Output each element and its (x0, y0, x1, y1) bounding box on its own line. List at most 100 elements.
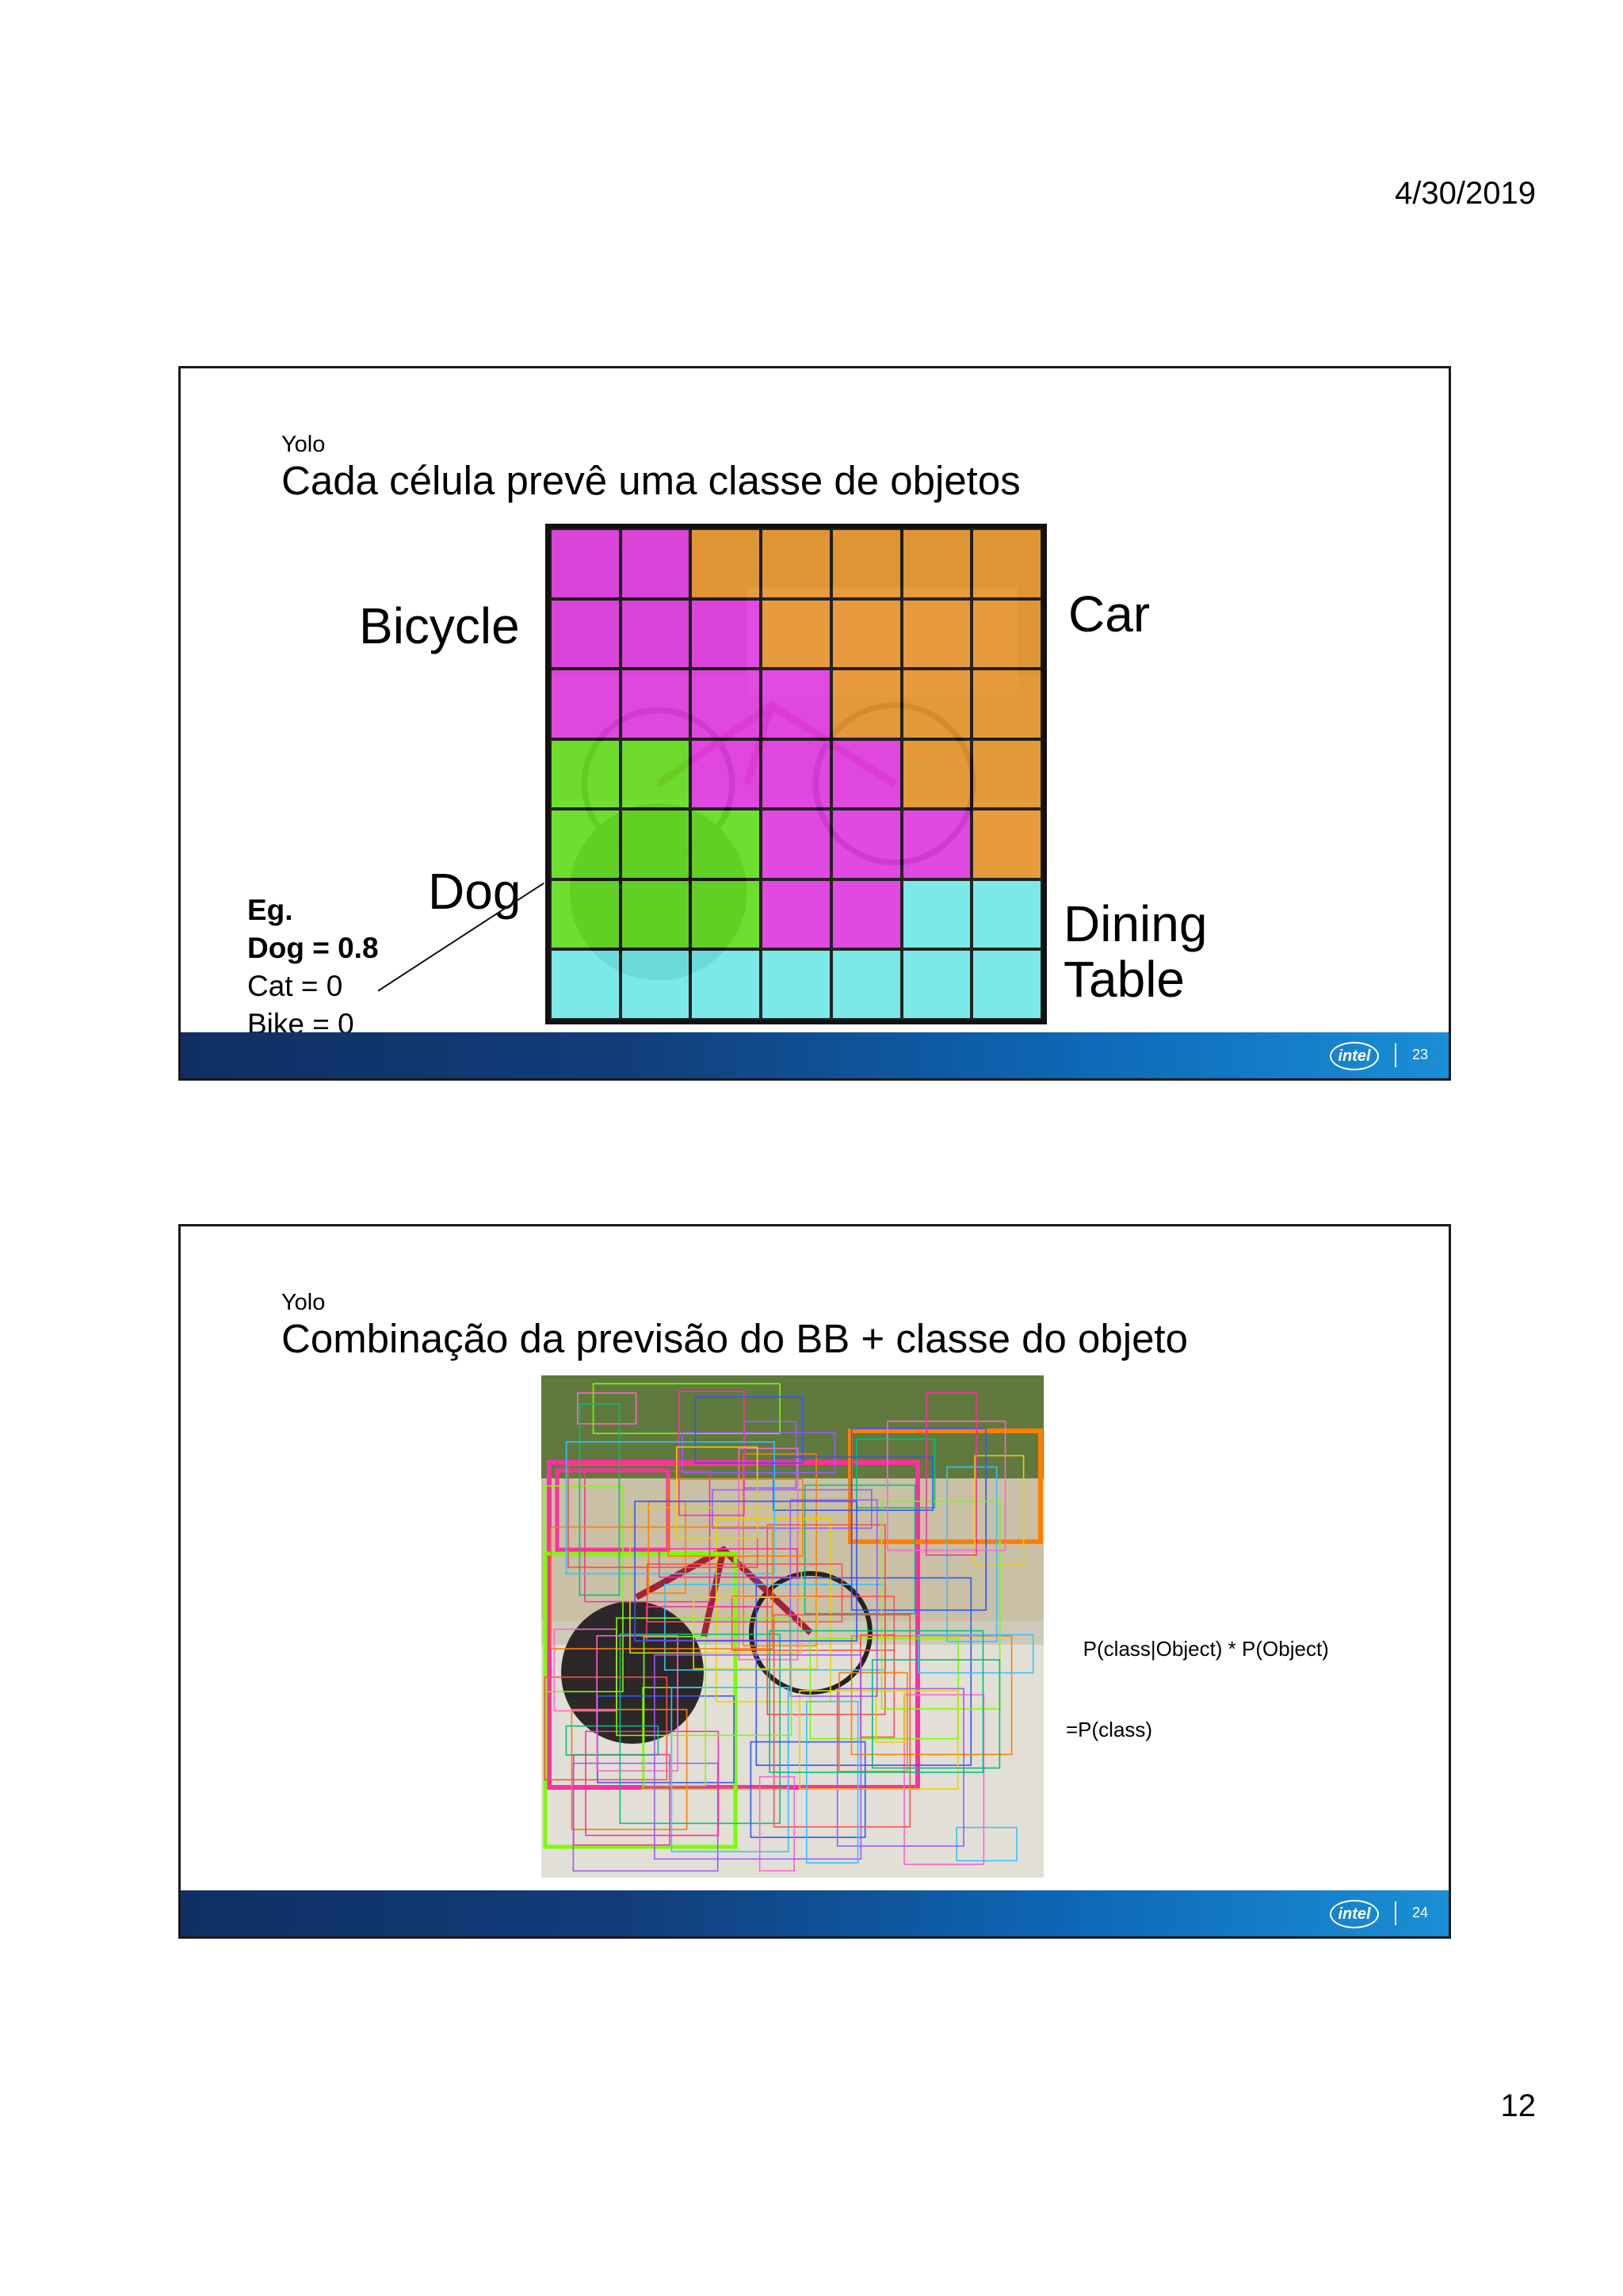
grid-cell-bicycle (901, 809, 972, 879)
bounding-box (758, 1775, 796, 1872)
bounding-box (565, 1725, 659, 1756)
bounding-box (616, 1617, 792, 1737)
grid-cell-dining (901, 949, 972, 1020)
bounding-box (750, 1741, 866, 1838)
bounding-box (766, 1524, 886, 1715)
grid-cell-car (972, 598, 1042, 669)
class-label-dining-table: Dining Table (1064, 896, 1207, 1008)
example-heading: Eg. (247, 894, 293, 926)
grid-cell-dog (690, 809, 762, 879)
bounding-box (789, 1499, 878, 1697)
grid-cell-dining (620, 949, 691, 1020)
bounding-box (836, 1688, 964, 1847)
bounding-box (694, 1396, 804, 1464)
slide-24: Yolo Combinação da previsão do BB + clas… (178, 1224, 1451, 1939)
grid-cell-dog (550, 809, 621, 879)
grid-cell-car (901, 669, 972, 739)
bounding-box (903, 1694, 985, 1866)
class-label-dining-line1: Dining (1064, 895, 1208, 952)
bounding-box (678, 1390, 745, 1516)
bounding-box (887, 1421, 1006, 1551)
example-probabilities: Eg. Dog = 0.8 Cat = 0 Bike = 0 (247, 891, 379, 1043)
bounding-box (579, 1403, 621, 1596)
bounding-box (805, 1700, 859, 1864)
bounding-box (543, 1485, 624, 1692)
bounding-box (693, 1596, 818, 1670)
grid-cell-car (831, 598, 902, 669)
bounding-box (880, 1501, 1001, 1710)
grid-cell-dining (972, 879, 1042, 950)
grid-cell-bicycle (690, 738, 762, 810)
grid-cell-bicycle (620, 528, 691, 599)
bounding-box (799, 1690, 959, 1790)
bounding-box (676, 1446, 758, 1539)
class-label-dining-line2: Table (1064, 951, 1185, 1009)
slide-footer: intel 23 (181, 1032, 1449, 1078)
bounding-box (712, 1489, 873, 1529)
bounding-box (946, 1466, 998, 1642)
bounding-box (654, 1654, 862, 1860)
bounding-box (571, 1708, 688, 1831)
class-label-car: Car (1068, 585, 1151, 643)
grid-cell-bicycle (831, 809, 902, 879)
slide-number: 24 (1411, 1905, 1428, 1920)
slide-title: Cada célula prevê uma classe de objetos (281, 458, 1021, 503)
grid-cell-car (690, 528, 762, 599)
slide-number: 23 (1411, 1047, 1428, 1062)
grid-cell-car (761, 528, 831, 599)
grid-cell-bicycle (620, 598, 691, 669)
page-number: 12 (1500, 2088, 1537, 2123)
bounding-box (804, 1484, 916, 1615)
bounding-box (731, 1596, 896, 1651)
bounding-box (918, 1634, 1034, 1674)
grid-cell-dining (972, 949, 1042, 1020)
grid-cell-dog (620, 738, 691, 810)
grid-cell-car (761, 598, 831, 669)
class-probability-grid (545, 524, 1047, 1024)
bounding-box (850, 1428, 987, 1611)
bounding-box (634, 1501, 857, 1642)
example-cat: Cat = 0 (247, 970, 343, 1002)
grid-cell-dog (620, 809, 691, 879)
grid-cell-bicycle (761, 809, 831, 879)
intel-logo: intel (1330, 1900, 1379, 1928)
grid-cell-bicycle (550, 528, 621, 599)
bounding-box (576, 1392, 637, 1425)
grid-cell-dog (550, 879, 621, 950)
grid-cells (550, 528, 1042, 1020)
bounding-box (956, 1826, 1018, 1862)
footer-separator (1395, 1043, 1396, 1067)
bounding-box (926, 1392, 977, 1556)
grid-cell-dog (690, 879, 762, 950)
bounding-box (667, 1478, 804, 1557)
grid-cell-car (972, 528, 1042, 599)
grid-cell-car (901, 598, 972, 669)
bounding-box (565, 1441, 775, 1575)
bounding-box (871, 1659, 1001, 1769)
bounding-box (550, 1526, 773, 1650)
grid-cell-car (901, 738, 972, 810)
grid-cell-car (972, 809, 1042, 879)
bounding-box (838, 1672, 908, 1772)
grid-cell-bicycle (831, 879, 902, 950)
page-date: 4/30/2019 (1395, 176, 1536, 211)
grid-cell-bicycle (550, 598, 621, 669)
footer-separator (1395, 1901, 1396, 1925)
grid-cell-dining (690, 949, 762, 1020)
grid-cell-car (831, 669, 902, 739)
example-dog: Dog = 0.8 (247, 932, 379, 964)
bounding-box (769, 1630, 984, 1773)
grid-cell-bicycle (761, 879, 831, 950)
slide-footer: intel 24 (181, 1890, 1449, 1936)
grid-cell-car (831, 528, 902, 599)
grid-cell-dog (620, 879, 691, 950)
bounding-box (629, 1507, 803, 1654)
grid-cell-dining (831, 949, 902, 1020)
bounding-box (646, 1563, 843, 1623)
detections-photo (541, 1375, 1044, 1878)
grid-cell-bicycle (550, 669, 621, 739)
grid-cell-bicycle (690, 598, 762, 669)
slide-23: Yolo Cada célula prevê uma classe de obj… (178, 366, 1451, 1081)
bounding-box (670, 1687, 789, 1852)
bounding-box (619, 1633, 781, 1825)
